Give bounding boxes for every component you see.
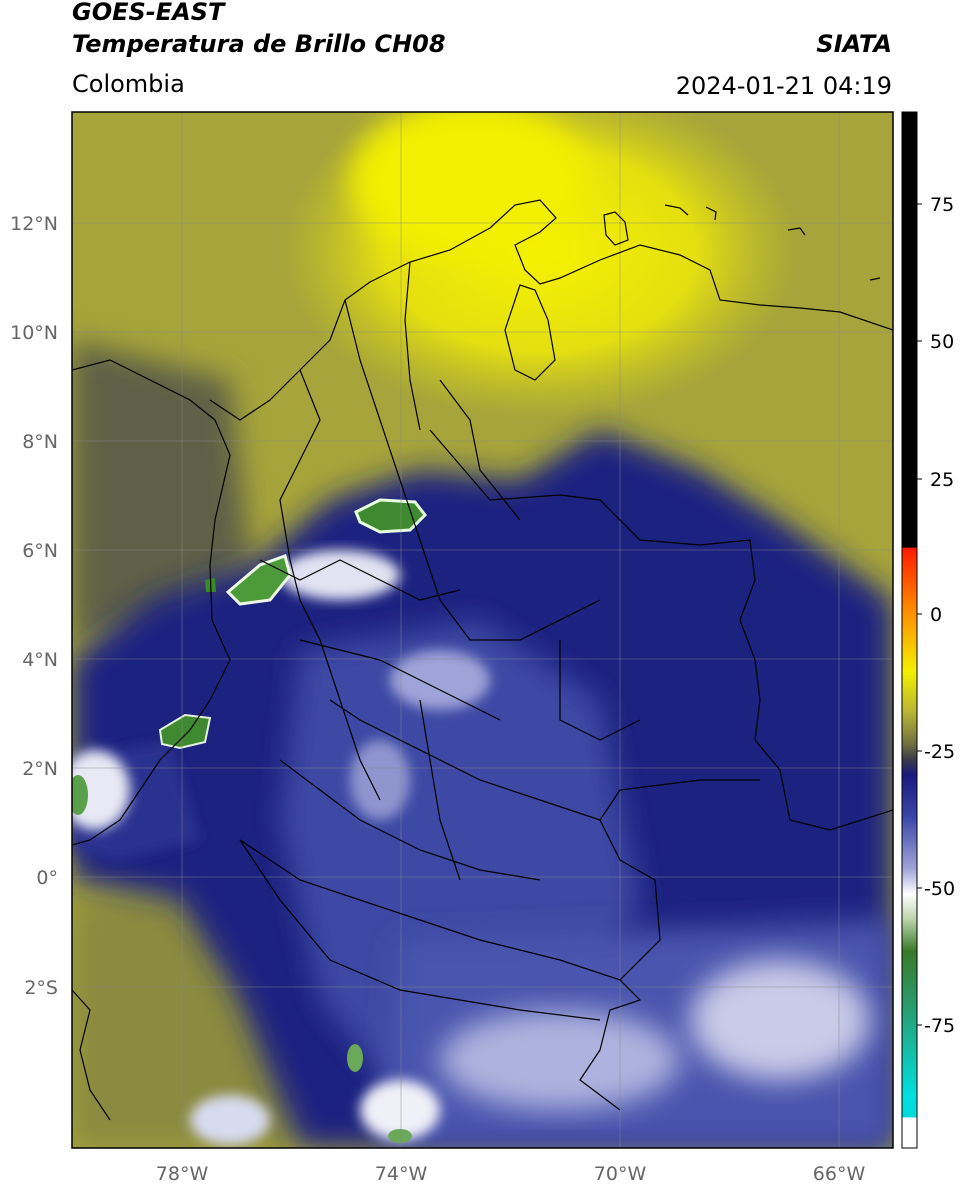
region-label: Colombia — [72, 70, 185, 98]
colorbar-tick-label: -25 — [924, 741, 955, 763]
lat-tick-label: 12°N — [10, 213, 58, 235]
lat-tick-labels: 12°N 10°N 8°N 6°N 4°N 2°N 0° 2°S — [10, 213, 58, 999]
imagery-layer — [72, 112, 893, 1148]
lat-tick-label: 2°N — [22, 758, 58, 780]
lon-tick-labels: 78°W 74°W 70°W 66°W — [156, 1163, 866, 1185]
lat-tick-label: 0° — [36, 867, 58, 889]
colorbar-tick-label: -75 — [924, 1015, 955, 1037]
map-frame — [71, 111, 894, 1149]
lon-tick-label: 78°W — [156, 1163, 209, 1185]
graticule — [72, 112, 893, 1148]
borders-layer — [72, 199, 893, 1121]
colorbar-tick-label: 50 — [930, 331, 954, 353]
lat-tick-label: 2°S — [24, 977, 58, 999]
lon-tick-label: 70°W — [594, 1163, 647, 1185]
colorbar-ramp — [901, 111, 918, 1149]
lat-tick-label: 6°N — [22, 540, 58, 562]
colorbar-tick-label: 75 — [930, 194, 954, 216]
lat-tick-label: 10°N — [10, 322, 58, 344]
lat-tick-label: 8°N — [22, 431, 58, 453]
lon-tick-label: 74°W — [375, 1163, 428, 1185]
colorbar-tick-label: 0 — [930, 604, 942, 626]
timestamp-label: 2024-01-21 04:19 — [675, 72, 892, 100]
lat-tick-label: 4°N — [22, 649, 58, 671]
colorbar: 75 50 25 0 -25 -50 -75 — [901, 111, 955, 1149]
product-title: Temperatura de Brillo CH08 — [72, 30, 446, 58]
lon-tick-label: 66°W — [813, 1163, 866, 1185]
colorbar-tick-label: 25 — [930, 469, 954, 491]
organization-label: SIATA — [816, 30, 892, 58]
colorbar-tick-label: -50 — [924, 878, 955, 900]
satellite-title: GOES-EAST — [72, 0, 225, 26]
